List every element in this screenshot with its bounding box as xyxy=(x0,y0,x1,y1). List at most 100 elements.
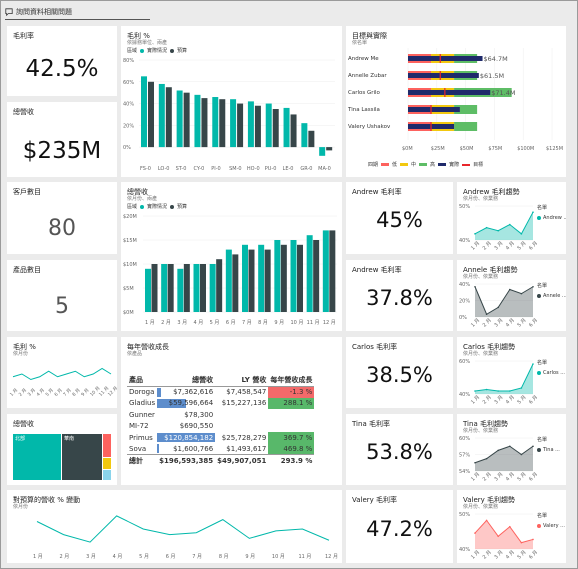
x-tick-label: 5 月 xyxy=(516,471,527,482)
growth-cell: -1.3 % xyxy=(268,386,315,398)
actual-bar xyxy=(408,90,491,95)
bar xyxy=(209,264,216,312)
table-row[interactable]: MI-72 $690,550 xyxy=(127,421,314,432)
data-point xyxy=(497,229,499,232)
treemap-tile[interactable]: 總營收 北部 華南 xyxy=(7,414,117,485)
bar xyxy=(265,103,272,148)
gm-bar-tile[interactable]: 毛利 % 依據務單位、兩產 區域 實際情況 預算 80% 60% 40% 20% 0% F… xyxy=(121,26,342,177)
person-gm-kpi[interactable]: Andrew 毛利率 37.8% xyxy=(346,260,453,331)
qa-box[interactable]: 詢問資料相關問題 xyxy=(5,5,150,20)
table-row[interactable]: Gunner $78,300 xyxy=(127,409,314,420)
x-tick-label: 5 月 xyxy=(516,394,527,405)
x-tick-label: 4 月 xyxy=(505,549,516,560)
bar xyxy=(161,264,168,312)
x-tick-label: 4 月 xyxy=(505,240,516,251)
x-tick-label: 5 月 xyxy=(139,554,149,560)
person-trend-tile[interactable]: Annele 毛利趨勢 依月份、依業務 名單 Annele ... 40% 20% 0% 1… xyxy=(457,260,566,331)
product-cell: Gladius xyxy=(129,399,156,408)
x-tick-label: 1 月 xyxy=(470,317,481,328)
column-header[interactable]: 每年營收成長 xyxy=(268,375,315,387)
bar xyxy=(274,240,281,312)
kpi-customers[interactable]: 客戶數目 80 xyxy=(7,182,117,254)
person-trend-tile[interactable]: Andrew 毛利趨勢 依月份、依業務 名單 Andrew ... 50% 40% 1 月… xyxy=(457,182,566,254)
y-tick-label: 0% xyxy=(123,145,131,151)
bar xyxy=(329,230,336,312)
x-tick-label: 4 月 xyxy=(194,320,204,326)
variance-line-chart: 1 月 2 月 3 月 4 月 5 月 6 月 7 月 8 月 9 月 10 月 11 月 12 月 xyxy=(33,515,338,560)
x-tick-label: 2 月 xyxy=(482,549,493,560)
treemap-cell-south[interactable]: 華南 xyxy=(62,434,102,480)
bar xyxy=(148,81,154,148)
bar xyxy=(232,254,239,312)
legend-swatch xyxy=(400,163,409,166)
kpi-products[interactable]: 產品數目 5 xyxy=(7,260,117,331)
table-row[interactable]: Gladius $59,596,664 $15,227,136 288.1 % xyxy=(127,397,315,410)
variance-tile[interactable]: 對預算的營收 % 變動 依月份 1 月 2 月 3 月 4 月 5 月 6 月 7 月 8 月… xyxy=(7,490,342,563)
chart-legend: 名單 Tina ... xyxy=(537,436,560,453)
tick-label: 40% xyxy=(459,282,470,288)
person-gm-kpi[interactable]: Tina 毛利率 53.8% xyxy=(346,414,453,485)
legend-swatch xyxy=(140,48,145,53)
column-header[interactable]: LY 營收 xyxy=(215,375,269,387)
data-point xyxy=(485,457,488,460)
bar xyxy=(247,101,254,148)
kpi-total-revenue[interactable]: 總營收 $235M xyxy=(7,102,117,177)
targets-tile[interactable]: 目標與實際 依名單 $0M $25M $50M $75M $100M $125M Andre… xyxy=(346,26,566,177)
treemap-cell[interactable] xyxy=(103,458,111,469)
data-point xyxy=(474,461,476,464)
person-gm-kpi[interactable]: Valery 毛利率 47.2% xyxy=(346,490,453,563)
total-growth: 293.9 % xyxy=(268,454,315,467)
y-tick-label: $10M xyxy=(123,262,137,268)
table-row[interactable]: Primus $120,854,182 $25,728,279 369.7 % xyxy=(127,431,315,444)
revenue-bar-chart: $20M $15M $10M $5M $0M 1 月 2 月 3 月 4 月 5 月 6 月 7 月 8… xyxy=(123,214,337,326)
tick-label: 20% xyxy=(459,299,470,305)
revenue-cell: $690,550 xyxy=(179,422,214,431)
x-tick-label: CY-0 xyxy=(193,166,204,172)
column-header[interactable]: 產品 xyxy=(127,375,158,387)
table-row[interactable]: Sova $1,600,766 $1,493,617 469.8 % xyxy=(127,443,315,455)
legend-item: 低 xyxy=(392,162,398,168)
person-gm-kpi[interactable]: Andrew 毛利率 45% xyxy=(346,182,453,254)
tick-label: 40% xyxy=(459,238,470,244)
ly-cell xyxy=(215,421,268,432)
treemap-cell[interactable] xyxy=(103,470,111,480)
treemap-cell[interactable] xyxy=(103,434,111,457)
treemap-label: 華南 xyxy=(64,436,75,442)
qa-label: 詢問資料相關問題 xyxy=(16,8,72,16)
column-header[interactable]: 總營收 xyxy=(157,375,216,387)
data-point xyxy=(532,538,534,541)
person-gm-kpi[interactable]: Carlos 毛利率 38.5% xyxy=(346,337,453,408)
revenue-bar-tile[interactable]: 總營收 依月份、兩產 區域 實際情況 預算 $20M $15M $10M $5M $0M… xyxy=(121,182,342,331)
kpi-value: 47.2% xyxy=(366,516,433,541)
x-tick-label: 6 月 xyxy=(53,387,63,397)
kpi-value: 42.5% xyxy=(25,56,99,82)
x-tick-label: 9 月 xyxy=(245,554,255,560)
kpi-title: Andrew 毛利率 xyxy=(352,188,402,196)
data-point xyxy=(474,532,476,534)
growth-table-tile[interactable]: 每年營收成長 依產品 產品 總營收 LY 營收 每年營收成長 Doroga $7… xyxy=(121,337,342,485)
ly-cell xyxy=(215,409,268,420)
kpi-title: 客戶數目 xyxy=(13,188,41,196)
range-high xyxy=(454,122,478,131)
chart-title: Annele 毛利趨勢 xyxy=(463,266,518,274)
table-row[interactable]: Doroga $7,362,616 $7,458,547 -1.3 % xyxy=(127,386,315,398)
x-tick-label: 6 月 xyxy=(226,320,236,326)
x-tick-label: 10 月 xyxy=(272,554,285,560)
revenue-cell: $1,600,766 xyxy=(157,443,215,454)
chart-legend: 名單 Valery ... xyxy=(537,512,565,529)
product-cell: Primus xyxy=(129,433,153,442)
x-tick-label: 6 月 xyxy=(528,317,537,328)
treemap-cell-north[interactable]: 北部 xyxy=(13,434,61,480)
person-trend-tile[interactable]: Carlos 毛利趨勢 依月份、依業務 名單 Carlos ... 60% 40% 1 月… xyxy=(457,337,566,408)
revenue-cell: $59,596,664 xyxy=(157,398,215,409)
bar xyxy=(242,244,248,312)
kpi-gross-margin[interactable]: 毛利率 42.5% xyxy=(7,26,117,96)
x-tick-label: 5 月 xyxy=(516,240,527,251)
person-trend-tile[interactable]: Valery 毛利趨勢 依月份、依業務 名單 Valery ... 50% 40% 1 月… xyxy=(457,490,566,563)
targets-chart: $0M $25M $50M $75M $100M $125M Andrew Me $64.7M… xyxy=(347,48,563,152)
chart-title: 毛利 % xyxy=(13,343,36,351)
product-cell: MI-72 xyxy=(129,422,149,431)
y-tick-label: $0M xyxy=(123,310,134,316)
